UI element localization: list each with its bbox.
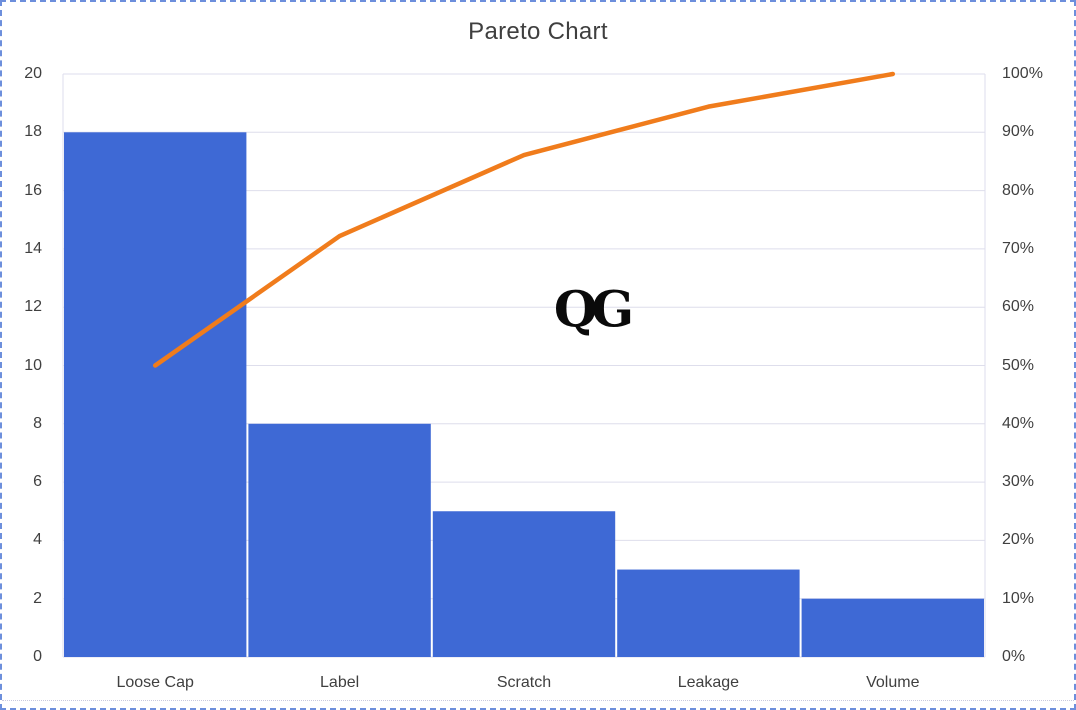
left-axis-tick-label: 4 — [33, 531, 42, 549]
right-axis-tick-label: 70% — [1002, 239, 1035, 257]
x-axis-category-label: Loose Cap — [116, 674, 194, 691]
bar-loose-cap — [64, 132, 247, 658]
left-axis-tick-label: 12 — [24, 298, 42, 316]
chart-title: Pareto Chart — [468, 18, 608, 45]
bar-scratch — [432, 511, 616, 657]
left-axis-tick-label: 2 — [33, 589, 42, 607]
right-axis-tick-label: 90% — [1002, 123, 1035, 141]
x-axis-category-label: Label — [320, 674, 360, 691]
bar-leakage — [617, 569, 800, 657]
qg-watermark-logo: QG — [553, 279, 634, 339]
x-axis-category-label: Leakage — [677, 674, 740, 691]
left-axis-tick-label: 10 — [24, 356, 42, 374]
right-axis-tick-label: 50% — [1002, 356, 1035, 374]
right-axis-tick-label: 0% — [1002, 648, 1026, 665]
chart-bottom-rule — [2, 700, 1074, 701]
left-axis-tick-label: 0 — [33, 648, 42, 665]
right-axis-tick-label: 30% — [1002, 473, 1035, 491]
left-axis-tick-label: 14 — [24, 239, 42, 257]
x-axis-category-label: Volume — [866, 674, 920, 691]
left-axis-tick-label: 20 — [24, 65, 42, 82]
left-axis-tick-label: 16 — [24, 181, 42, 199]
left-axis-tick-label: 6 — [33, 473, 42, 491]
right-axis-tick-label: 100% — [1002, 65, 1043, 82]
right-axis-tick-label: 40% — [1002, 414, 1035, 432]
left-axis-tick-label: 18 — [24, 123, 42, 141]
x-axis-category-label: Scratch — [496, 674, 552, 691]
right-axis-tick-label: 20% — [1002, 531, 1035, 549]
right-axis-tick-label: 10% — [1002, 589, 1035, 607]
right-axis-tick-label: 60% — [1002, 298, 1035, 316]
left-axis-tick-label: 8 — [33, 414, 42, 432]
right-axis-tick-label: 80% — [1002, 181, 1035, 199]
bar-label — [248, 423, 431, 657]
cumulative-line — [152, 71, 896, 368]
bar-volume — [801, 598, 984, 657]
